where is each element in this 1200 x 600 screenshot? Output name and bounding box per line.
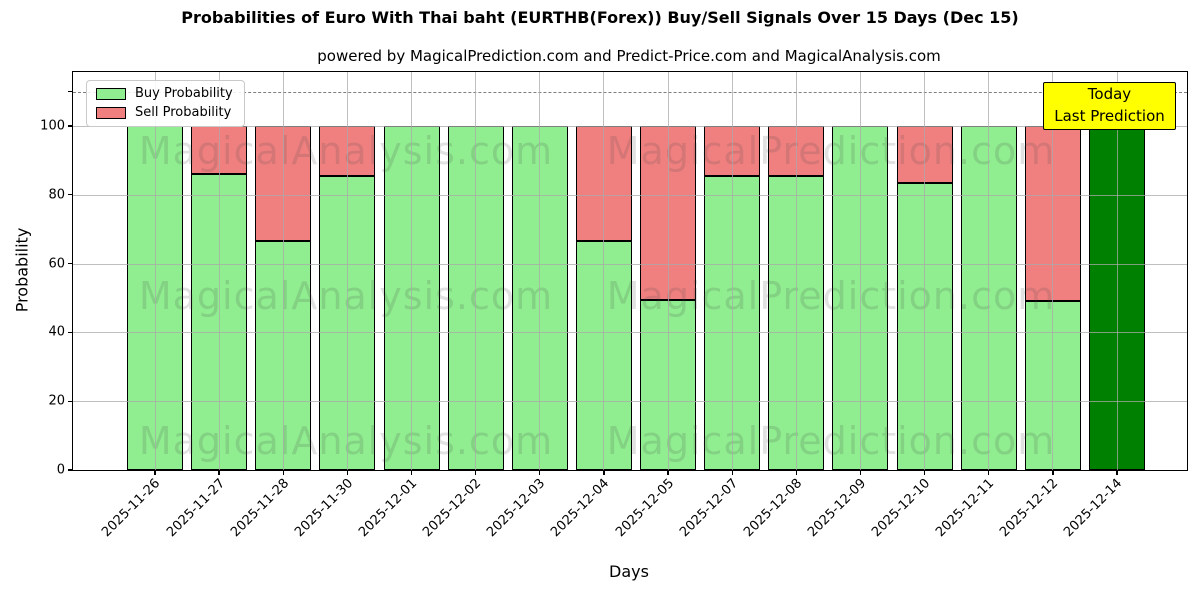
x-axis-tick [923, 470, 926, 475]
y-tick-label: 20 [48, 393, 65, 409]
y-tick-label: 40 [48, 324, 65, 340]
x-axis-tick [603, 470, 605, 475]
gridline-vertical [411, 72, 413, 470]
y-axis-tick [68, 469, 73, 471]
gridline-horizontal [73, 126, 1187, 127]
y-axis-label: Probability [12, 227, 32, 313]
x-axis-tick [346, 470, 349, 475]
gridline-vertical [988, 72, 990, 470]
gridline-vertical [667, 72, 669, 470]
today-annotation-line1: Today [1087, 85, 1132, 104]
chart-title: Probabilities of Euro With Thai baht (EU… [181, 8, 1019, 27]
gridline-vertical [282, 72, 284, 470]
dashed-threshold-line [73, 91, 1187, 93]
x-tick-label-text: 2025-11-27 [163, 476, 228, 541]
gridline-vertical [154, 72, 156, 470]
x-axis-tick [282, 470, 284, 475]
gridline-vertical [346, 72, 348, 470]
sell-color-swatch [96, 106, 126, 119]
legend-item-sell: Sell Probability [96, 106, 233, 119]
y-axis-tick [68, 331, 73, 334]
x-tick-label-text: 2025-12-10 [869, 476, 934, 541]
x-tick-label-text: 2025-12-05 [612, 476, 677, 541]
x-axis-tick [731, 470, 733, 475]
x-axis-tick [667, 470, 669, 475]
watermark-text: MagicalPrediction.com [606, 129, 1056, 173]
x-axis-tick [539, 470, 541, 475]
chart-legend: Buy Probability Sell Probability [86, 80, 245, 127]
x-axis-tick [859, 470, 862, 475]
gridline-vertical [539, 72, 541, 470]
y-axis-tick [68, 194, 73, 196]
gridline-vertical [475, 72, 477, 470]
x-tick-label-text: 2025-12-11 [933, 476, 998, 541]
gridline-horizontal [73, 263, 1187, 265]
gridline-vertical [603, 72, 605, 470]
today-annotation-line2: Last Prediction [1054, 107, 1165, 125]
x-axis-tick [218, 470, 220, 475]
y-tick-label: 80 [48, 187, 65, 203]
x-axis-tick [410, 470, 413, 475]
gridline-horizontal [73, 194, 1187, 196]
legend-label-buy: Buy Probability [135, 86, 233, 101]
gridline-vertical [1052, 72, 1054, 470]
x-tick-label-text: 2025-12-07 [676, 476, 741, 541]
x-tick-label-text: 2025-11-30 [291, 476, 356, 541]
y-axis-minor-tick [68, 90, 73, 93]
y-axis-tick [68, 262, 73, 265]
x-axis-tick [154, 470, 156, 475]
y-tick-label: 100 [40, 118, 65, 134]
watermark-text: MagicalPrediction.com [606, 274, 1056, 318]
x-tick-label-text: 2025-12-12 [997, 476, 1062, 541]
x-tick-label-text: 2025-12-01 [356, 476, 421, 541]
buy-color-swatch [96, 87, 126, 100]
x-tick-label-text: 2025-12-09 [805, 476, 870, 541]
x-axis-tick [988, 470, 990, 475]
chart-subtitle: powered by MagicalPrediction.com and Pre… [317, 47, 941, 65]
x-axis-tick [1052, 470, 1054, 475]
watermark-text: MagicalPrediction.com [606, 419, 1056, 463]
gridline-horizontal [73, 332, 1187, 334]
gridline-vertical [924, 72, 926, 470]
x-tick-label-text: 2025-12-02 [420, 476, 485, 541]
x-axis-tick [795, 470, 798, 475]
x-tick-label-text: 2025-11-28 [227, 476, 292, 541]
gridline-vertical [218, 72, 220, 470]
legend-item-buy: Buy Probability [96, 87, 233, 100]
x-tick-label-text: 2025-12-04 [548, 476, 613, 541]
watermark-text: MagicalAnalysis.com [138, 274, 554, 318]
watermark-text: MagicalAnalysis.com [138, 419, 554, 463]
x-tick-label-text: 2025-12-03 [484, 476, 549, 541]
x-axis-tick [474, 470, 477, 475]
today-annotation-box: Today Last Prediction [1043, 82, 1176, 130]
gridline-horizontal [73, 401, 1187, 403]
x-tick-label-text: 2025-12-08 [740, 476, 805, 541]
gridline-vertical [1116, 72, 1118, 470]
y-tick-label: 60 [48, 256, 65, 272]
x-axis-tick [1116, 470, 1118, 475]
y-tick-label: 0 [56, 462, 65, 478]
gridline-vertical [795, 72, 797, 470]
gridline-vertical [731, 72, 733, 470]
gridline-vertical [859, 72, 861, 470]
y-axis-tick [68, 125, 73, 127]
x-axis-label: Days [609, 562, 649, 581]
x-tick-label-text: 2025-12-14 [1061, 476, 1126, 541]
y-axis-tick [68, 400, 73, 402]
watermark-text: MagicalAnalysis.com [138, 129, 554, 173]
legend-label-sell: Sell Probability [135, 105, 232, 120]
x-tick-label-text: 2025-11-26 [99, 476, 164, 541]
plot-area: Buy Probability Sell Probability Today L… [40, 71, 1188, 540]
